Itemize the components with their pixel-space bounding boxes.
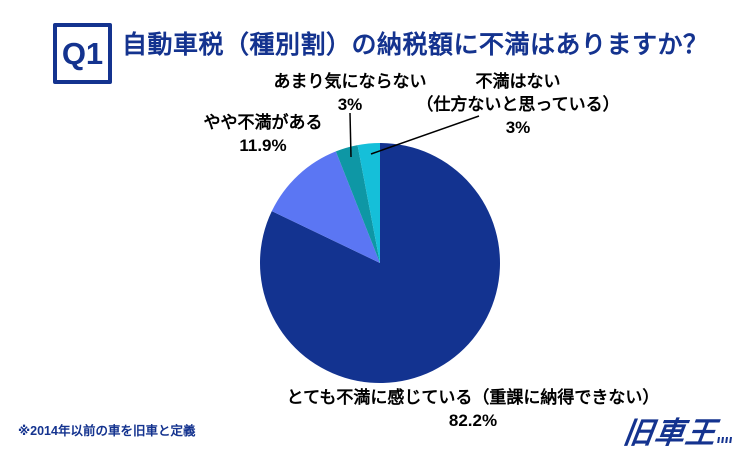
brand-logo-text: 旧車王 [621, 417, 719, 450]
leader-line-no-dissatisfaction [370, 115, 480, 155]
question-number-label: Q1 [61, 35, 104, 71]
label-very-dissatisfied-text: とても不満に感じている（重課に納得できない） [286, 388, 660, 407]
pie-slice-no_dissatisfaction [357, 143, 380, 263]
pie-slice-somewhat_dissatisfied [271, 151, 380, 263]
label-no-dissatisfaction-text: 不満はない [475, 72, 561, 91]
label-not-bothered: あまり気にならない 3% [274, 70, 427, 116]
label-no-dissatisfaction: 不満はない （仕方ないと思っている） 3% [416, 70, 619, 139]
label-no-dissatisfaction-text2: （仕方ないと思っている） [416, 95, 620, 114]
question-number-badge: Q1 [53, 23, 112, 84]
label-very-dissatisfied: とても不満に感じている（重課に納得できない） 82.2% [287, 386, 660, 432]
footnote: ※2014年以前の車を旧車と定義 [18, 424, 196, 438]
leader-line-not-bothered [349, 112, 352, 158]
label-somewhat-dissatisfied: やや不満がある 11.9% [204, 111, 323, 157]
label-not-bothered-text: あまり気にならない [273, 72, 427, 91]
page-title: 自動車税（種別割）の納税額に不満はありますか？ [122, 31, 709, 59]
label-no-dissatisfaction-pct: 3% [505, 118, 531, 137]
label-not-bothered-pct: 3% [337, 95, 363, 114]
brand-logo: 旧車王 [621, 408, 738, 450]
label-somewhat-dissatisfied-pct: 11.9% [239, 136, 287, 155]
pie-slice-very_dissatisfied [259, 143, 500, 383]
label-somewhat-dissatisfied-text: やや不満がある [203, 113, 323, 132]
pie-slices [259, 143, 500, 383]
label-very-dissatisfied-pct: 82.2% [448, 411, 498, 430]
pie-slice-not_bothered [335, 145, 380, 263]
